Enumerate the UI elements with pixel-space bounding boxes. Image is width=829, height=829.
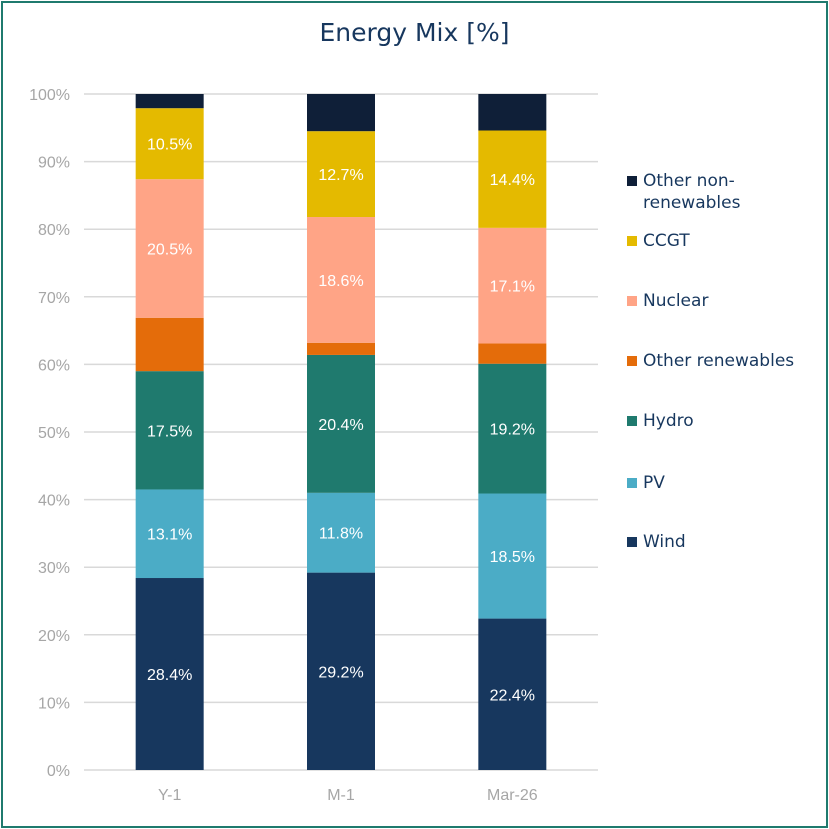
y-tick-label: 30% <box>38 560 70 577</box>
data-label: 18.6% <box>318 273 363 290</box>
data-label: 20.5% <box>147 241 192 258</box>
data-label: 28.4% <box>147 667 192 684</box>
bar-segment-other-non-renewables <box>135 94 204 109</box>
chart-title: Energy Mix [%] <box>319 18 510 47</box>
bar-segment-pv <box>307 492 375 573</box>
bar-segment-wind <box>478 618 547 770</box>
legend-label: Other renewables <box>643 351 795 371</box>
legend-label: Hydro <box>643 411 694 431</box>
legend-swatch <box>627 356 637 366</box>
data-label: 19.2% <box>490 422 535 439</box>
y-tick-label: 50% <box>38 425 70 442</box>
bar-segment-wind <box>135 578 204 770</box>
legend-label: Wind <box>643 532 686 552</box>
y-tick-label: 10% <box>38 695 70 712</box>
y-tick-label: 70% <box>38 290 70 307</box>
legend-label: Nuclear <box>643 291 709 311</box>
data-label: 12.7% <box>318 167 363 184</box>
bar-segment-other-renewables <box>478 343 547 364</box>
legend-swatch <box>627 236 637 246</box>
y-tick-label: 0% <box>47 763 70 780</box>
legend-item: Wind <box>627 531 808 553</box>
legend-swatch <box>627 416 637 426</box>
legend-item: Other renewables <box>627 350 808 372</box>
bar-segment-ccgt <box>478 130 547 228</box>
bar-segment-pv <box>135 489 204 579</box>
data-label: 10.5% <box>147 137 192 154</box>
bar-segment-pv <box>478 493 547 619</box>
legend-swatch <box>627 296 637 306</box>
bar-segment-wind <box>307 572 375 770</box>
bar-segment-other-non-renewables <box>307 94 375 132</box>
data-label: 11.8% <box>319 526 363 543</box>
data-label: 22.4% <box>490 687 535 704</box>
y-tick-label: 80% <box>38 222 70 239</box>
bar-segment-hydro <box>478 363 547 494</box>
legend-label: PV <box>643 473 665 493</box>
y-tick-label: 40% <box>38 493 70 510</box>
bar-segment-ccgt <box>135 108 204 180</box>
legend-label: Other non-renewables <box>643 171 741 213</box>
bar-segment-nuclear <box>307 217 375 343</box>
x-tick-label: Y-1 <box>158 787 182 804</box>
bar-segment-ccgt <box>307 131 375 218</box>
data-label: 20.4% <box>318 417 363 434</box>
legend-label: CCGT <box>643 231 690 251</box>
legend-swatch <box>627 176 637 186</box>
y-tick-label: 20% <box>38 628 70 645</box>
bar-segment-other-renewables <box>307 342 375 355</box>
y-tick-label: 90% <box>38 155 70 172</box>
data-label: 29.2% <box>318 664 363 681</box>
y-tick-label: 100% <box>29 87 70 104</box>
data-label: 17.1% <box>490 279 535 296</box>
legend-item: Other non-renewables <box>627 170 763 214</box>
bar-segment-nuclear <box>478 227 547 344</box>
bar-segment-hydro <box>307 354 375 493</box>
legend-item: CCGT <box>627 230 808 252</box>
data-label: 14.4% <box>490 172 535 189</box>
x-tick-label: Mar-26 <box>487 787 538 804</box>
bar-segment-other-non-renewables <box>478 94 547 131</box>
bar-segment-nuclear <box>135 179 204 318</box>
legend-swatch <box>627 537 637 547</box>
legend-item: Hydro <box>627 410 808 432</box>
data-label: 13.1% <box>147 527 192 544</box>
y-tick-label: 60% <box>38 357 70 374</box>
bar-segment-other-renewables <box>135 317 204 372</box>
bar-segment-hydro <box>135 371 204 490</box>
legend-item: Nuclear <box>627 290 808 312</box>
x-tick-label: M-1 <box>327 787 355 804</box>
data-label: 17.5% <box>147 423 192 440</box>
legend-item: PV <box>627 472 808 494</box>
legend-swatch <box>627 478 637 488</box>
data-label: 18.5% <box>490 549 535 566</box>
